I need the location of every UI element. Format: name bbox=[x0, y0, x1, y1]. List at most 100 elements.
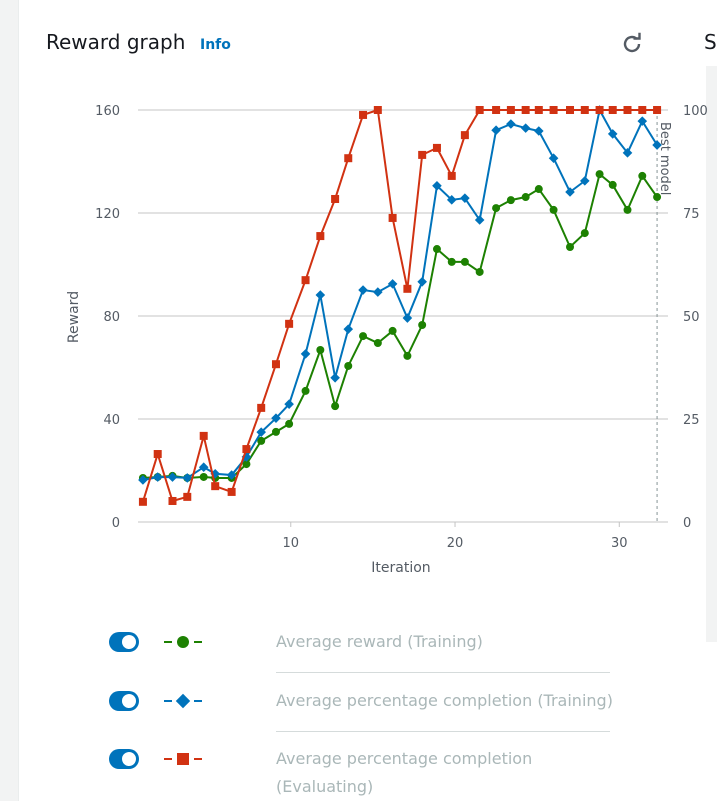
data-point bbox=[300, 349, 311, 359]
data-point bbox=[271, 427, 280, 436]
data-point bbox=[580, 229, 589, 238]
data-point bbox=[330, 373, 340, 383]
data-point bbox=[168, 496, 177, 505]
data-point bbox=[534, 185, 543, 194]
y-tick-label: 80 bbox=[103, 310, 120, 325]
data-point bbox=[271, 360, 280, 369]
refresh-button[interactable] bbox=[620, 32, 644, 56]
data-point bbox=[344, 154, 353, 163]
data-point bbox=[257, 403, 266, 412]
data-point bbox=[548, 153, 559, 164]
data-point bbox=[432, 245, 441, 254]
data-point bbox=[388, 326, 397, 335]
data-point bbox=[579, 176, 590, 186]
legend-label: Average reward (Training) bbox=[276, 632, 483, 651]
data-point bbox=[474, 215, 485, 225]
data-point bbox=[565, 187, 575, 197]
data-point bbox=[521, 106, 530, 114]
data-point bbox=[491, 125, 501, 135]
y2-tick-label: 75 bbox=[683, 207, 700, 222]
data-point bbox=[242, 460, 251, 469]
data-point bbox=[316, 232, 325, 241]
data-point bbox=[492, 204, 501, 213]
legend-marker bbox=[177, 753, 189, 765]
data-point bbox=[373, 106, 382, 114]
data-point bbox=[257, 436, 266, 445]
y2-tick-label: 50 bbox=[683, 310, 700, 325]
data-point bbox=[271, 413, 281, 423]
x-tick-label: 30 bbox=[611, 536, 628, 551]
data-point bbox=[638, 106, 647, 114]
data-point bbox=[285, 419, 294, 428]
data-point bbox=[199, 472, 208, 481]
data-point bbox=[608, 180, 617, 189]
series-line bbox=[142, 172, 658, 479]
y-tick-label: 120 bbox=[95, 207, 120, 222]
data-point bbox=[344, 361, 353, 370]
data-point bbox=[359, 332, 368, 341]
data-point bbox=[316, 345, 325, 354]
y-tick-label: 40 bbox=[103, 413, 120, 428]
data-point bbox=[418, 150, 427, 159]
data-point bbox=[387, 279, 398, 289]
data-point bbox=[331, 194, 340, 203]
data-point bbox=[138, 497, 147, 506]
chart: Iteration Reward 0 40 80 120 160 0 25 50 75 100 10… bbox=[66, 104, 708, 576]
x-axis-label: Iteration bbox=[371, 560, 430, 576]
series-line bbox=[142, 107, 658, 481]
toggle-knob bbox=[122, 635, 136, 649]
data-point bbox=[285, 319, 294, 328]
legend-marker bbox=[177, 636, 189, 648]
data-point bbox=[653, 106, 662, 114]
data-point bbox=[652, 140, 662, 150]
data-point bbox=[211, 482, 220, 491]
data-point bbox=[373, 339, 382, 348]
data-point bbox=[447, 257, 456, 266]
data-point bbox=[331, 402, 340, 411]
data-point bbox=[284, 399, 294, 409]
data-point bbox=[152, 472, 163, 482]
y2-tick-label: 0 bbox=[683, 516, 691, 531]
data-point bbox=[301, 276, 310, 285]
data-point bbox=[182, 473, 193, 483]
toggle-knob bbox=[122, 694, 136, 708]
data-point bbox=[226, 470, 237, 480]
y-tick-label: 0 bbox=[112, 516, 120, 531]
cut-off-tab[interactable]: S bbox=[704, 30, 717, 54]
data-point bbox=[447, 171, 456, 180]
data-point bbox=[460, 257, 469, 266]
data-point bbox=[638, 171, 647, 180]
y-tick-label: 160 bbox=[95, 104, 120, 119]
data-point bbox=[460, 193, 470, 203]
data-point bbox=[227, 487, 236, 496]
data-point bbox=[506, 106, 515, 114]
data-point bbox=[475, 106, 484, 114]
data-point bbox=[566, 106, 575, 114]
legend-separator bbox=[276, 731, 610, 732]
data-point bbox=[607, 129, 618, 139]
data-point bbox=[580, 106, 589, 114]
data-point bbox=[315, 290, 326, 300]
data-point bbox=[432, 181, 442, 191]
data-point bbox=[595, 170, 604, 179]
legend-label: Average percentage completion (Evaluatin… bbox=[276, 749, 533, 796]
data-point bbox=[432, 143, 441, 152]
data-point bbox=[417, 277, 427, 287]
panel-title: Reward graph bbox=[46, 30, 186, 54]
data-point bbox=[402, 313, 413, 323]
legend-icons bbox=[109, 632, 202, 652]
data-point bbox=[198, 462, 209, 473]
data-point bbox=[534, 126, 544, 136]
data-point bbox=[622, 148, 633, 158]
data-point bbox=[566, 242, 575, 251]
data-point bbox=[506, 196, 515, 205]
data-point bbox=[549, 205, 558, 214]
info-link[interactable]: Info bbox=[200, 37, 231, 53]
data-point bbox=[623, 205, 632, 214]
data-point bbox=[343, 324, 354, 334]
data-point bbox=[256, 427, 266, 437]
data-point bbox=[637, 116, 648, 126]
data-point bbox=[167, 472, 178, 482]
data-point bbox=[138, 475, 148, 485]
